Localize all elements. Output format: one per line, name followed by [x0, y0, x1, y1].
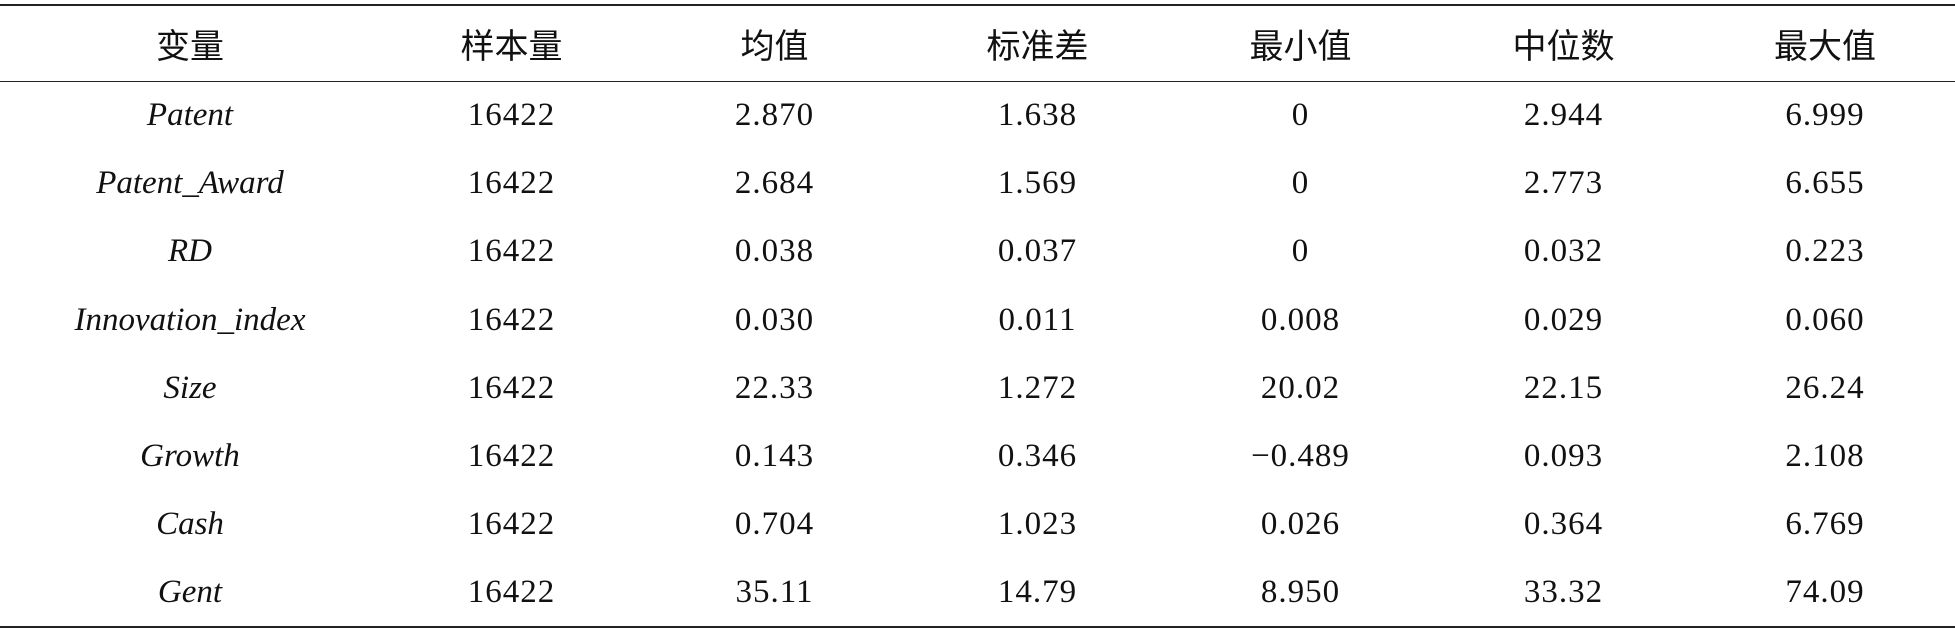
table-cell: 2.108 — [1785, 438, 1865, 475]
header-cell: 最小值 — [1249, 26, 1352, 67]
table-cell: 0.030 — [734, 301, 815, 338]
table-cell: 14.79 — [997, 574, 1078, 611]
table-cell: 74.09 — [1785, 574, 1865, 611]
table-cell: 16422 — [467, 438, 556, 475]
table-cell: 0 — [1291, 164, 1310, 201]
table-cell: 2.944 — [1523, 96, 1604, 133]
table-cell: 1.638 — [997, 96, 1078, 133]
table-cell: 6.655 — [1785, 164, 1865, 201]
table-cell: 2.684 — [734, 164, 815, 201]
table-cell: 0.032 — [1523, 233, 1604, 270]
table-row: RD 16422 0.038 0.037 0 0.032 0.223 — [0, 218, 1955, 286]
variable-name: Cash — [156, 506, 224, 543]
table-cell: 0.346 — [997, 438, 1078, 475]
variable-name: Gent — [157, 574, 223, 611]
table-cell: 16422 — [467, 506, 556, 543]
header-cell: 均值 — [740, 26, 809, 67]
table-cell: 6.999 — [1785, 96, 1865, 133]
table-cell: 0 — [1291, 96, 1310, 133]
variable-name: Growth — [140, 438, 240, 475]
table-cell: 0.060 — [1785, 301, 1865, 338]
table-cell: 16422 — [467, 164, 556, 201]
variable-name: Patent_Award — [96, 164, 284, 201]
table-cell: 20.02 — [1260, 369, 1341, 406]
stats-table: 变量 样本量 均值 标准差 最小值 中位数 最大值 Patent 16422 2.870 1.63… — [0, 4, 1955, 628]
table-row: Innovation_index 16422 0.030 0.011 0.008 0.02… — [0, 286, 1955, 354]
variable-name: Size — [163, 369, 217, 406]
variable-name: Innovation_index — [74, 301, 306, 338]
table-header: 变量 样本量 均值 标准差 最小值 中位数 最大值 — [0, 5, 1955, 81]
table-cell: 8.950 — [1260, 574, 1341, 611]
table-cell: 0 — [1291, 233, 1310, 270]
table-cell: 16422 — [467, 96, 556, 133]
table-cell: 2.870 — [734, 96, 815, 133]
table-cell: 6.769 — [1785, 506, 1865, 543]
table-cell: 26.24 — [1785, 369, 1865, 406]
table-row: Patent_Award 16422 2.684 1.569 0 2.773 6.655 — [0, 149, 1955, 217]
table-cell: 33.32 — [1523, 574, 1604, 611]
table-cell: 0.223 — [1785, 233, 1865, 270]
table-cell: 16422 — [467, 574, 556, 611]
table-row: Size 16422 22.33 1.272 20.02 22.15 26.24 — [0, 354, 1955, 422]
header-cell: 样本量 — [460, 26, 563, 67]
header-row: 变量 样本量 均值 标准差 最小值 中位数 最大值 — [0, 5, 1955, 81]
table-row: Cash 16422 0.704 1.023 0.026 0.364 6.769 — [0, 491, 1955, 559]
table-cell: 0.029 — [1523, 301, 1604, 338]
table-cell: 0.008 — [1260, 301, 1341, 338]
table-row: Growth 16422 0.143 0.346 −0.489 0.093 2.108 — [0, 422, 1955, 490]
table-cell: 0.026 — [1260, 506, 1341, 543]
table-cell: 35.11 — [735, 574, 814, 611]
table-cell: 0.037 — [997, 233, 1078, 270]
table-cell: 16422 — [467, 369, 556, 406]
table-cell: 0.364 — [1523, 506, 1604, 543]
table-row: Patent 16422 2.870 1.638 0 2.944 6.999 — [0, 81, 1955, 149]
table-cell: 0.011 — [998, 301, 1077, 338]
table-cell: 16422 — [467, 301, 556, 338]
table-cell: 2.773 — [1523, 164, 1604, 201]
table-cell: 0.143 — [734, 438, 815, 475]
header-cell: 标准差 — [986, 26, 1089, 67]
header-cell: 中位数 — [1512, 26, 1615, 67]
table-cell: 0.093 — [1523, 438, 1604, 475]
variable-name: Patent — [146, 96, 234, 133]
variable-name: RD — [168, 233, 212, 270]
header-cell: 最大值 — [1774, 26, 1876, 67]
table-row: Gent 16422 35.11 14.79 8.950 33.32 74.09 — [0, 559, 1955, 628]
table-cell: 22.15 — [1523, 369, 1604, 406]
table-cell: 16422 — [467, 233, 556, 270]
table-cell: 1.023 — [997, 506, 1078, 543]
table-cell: −0.489 — [1251, 438, 1350, 475]
header-cell: 变量 — [156, 26, 224, 67]
table-cell: 1.272 — [997, 369, 1078, 406]
table-cell: 1.569 — [997, 164, 1078, 201]
table-cell: 0.038 — [734, 233, 815, 270]
table-cell: 22.33 — [734, 369, 815, 406]
table-cell: 0.704 — [734, 506, 815, 543]
table-body: Patent 16422 2.870 1.638 0 2.944 6.999 Patent_A… — [0, 81, 1955, 628]
